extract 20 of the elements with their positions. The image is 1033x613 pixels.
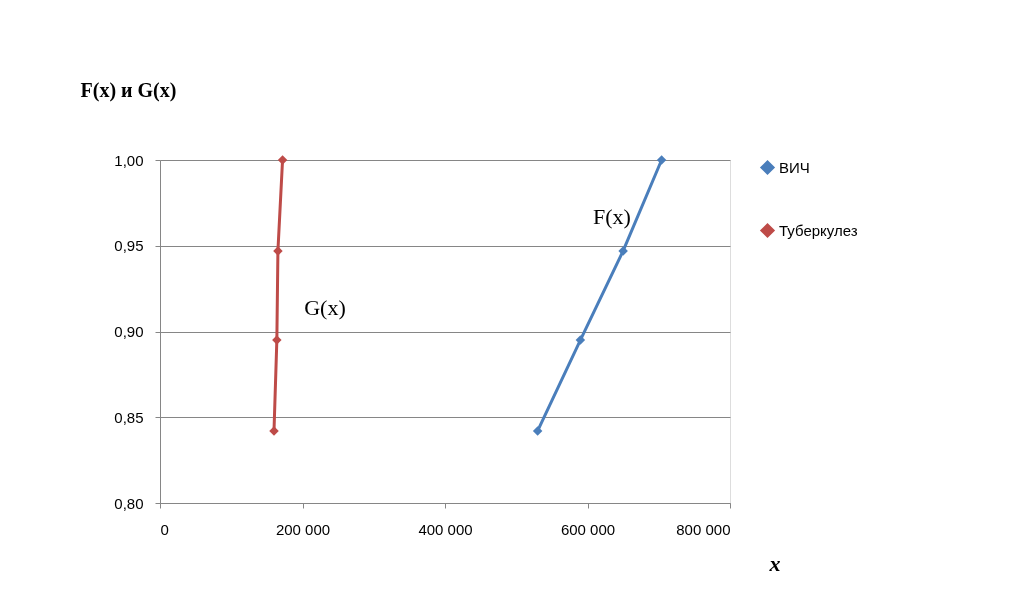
y-tick-label: 0,80 [114,494,144,512]
point [575,335,586,345]
point [532,426,543,436]
point [277,155,288,165]
annotation: G(x) [304,295,346,320]
x-tick-label: 200 000 [275,520,331,538]
y-tick-label: 0,90 [114,323,144,340]
x-tick-label: 0 [160,520,169,538]
x-tick-label: 400 000 [418,520,473,538]
y-tick-label: 0,95 [114,237,144,255]
x-axis-title: x [768,550,781,576]
legend-label: Туберкулез [779,221,858,239]
y-tick-label: 1,00 [114,151,144,169]
legend-label: ВИЧ [779,158,810,176]
point [656,155,667,165]
annotation: F(x) [593,204,631,229]
y-tick-label: 0,85 [114,408,144,426]
x-tick-label: 800 000 [676,520,731,538]
y-axis-title: F(x) и G(x) [80,78,177,102]
x-tick-label: 600 000 [560,520,616,538]
